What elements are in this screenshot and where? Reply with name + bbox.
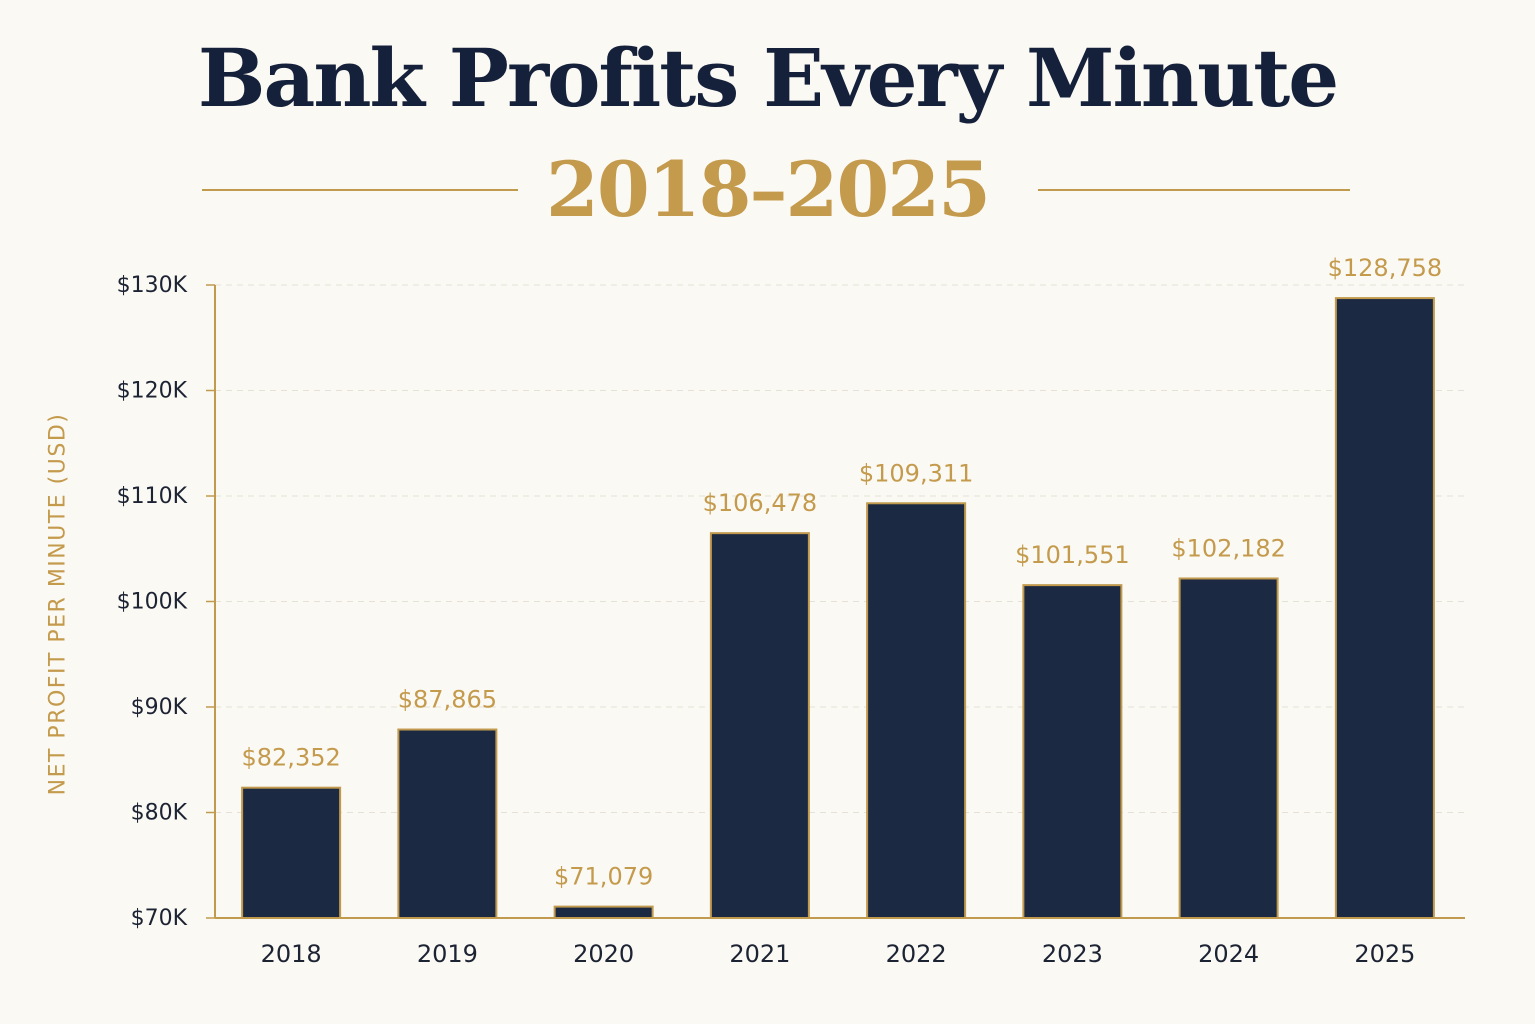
bar-2018 xyxy=(241,786,342,919)
bar-2024 xyxy=(1178,577,1279,920)
x-tick-label-2023: 2023 xyxy=(1042,940,1103,968)
y-tick-label: $130K xyxy=(117,273,188,298)
bars xyxy=(241,297,1435,920)
axes xyxy=(206,284,1465,919)
x-tick-label-2024: 2024 xyxy=(1198,940,1259,968)
data-label-2021: $106,478 xyxy=(703,489,818,517)
data-label-2023: $101,551 xyxy=(1015,541,1130,569)
bar-2020 xyxy=(553,905,654,920)
y-tick-label: $80K xyxy=(131,801,188,826)
data-label-2025: $128,758 xyxy=(1328,254,1443,282)
x-tick-label-2020: 2020 xyxy=(573,940,634,968)
chart-subtitle: 2018–2025 xyxy=(545,145,991,234)
x-tick-label-2021: 2021 xyxy=(729,940,790,968)
chart-title: Bank Profits Every Minute xyxy=(197,31,1339,125)
bar-2021 xyxy=(709,532,810,919)
y-tick-label: $100K xyxy=(117,590,188,615)
bar-2022 xyxy=(866,502,967,919)
x-tick-label-2018: 2018 xyxy=(261,940,322,968)
y-tick-label: $70K xyxy=(131,906,188,931)
y-tick-label: $90K xyxy=(131,695,188,720)
x-tick-label-2025: 2025 xyxy=(1354,940,1415,968)
data-label-2022: $109,311 xyxy=(859,459,974,487)
subtitle-row: 2018–2025 xyxy=(0,142,1535,242)
data-label-2024: $102,182 xyxy=(1171,534,1286,562)
subtitle-rule-left xyxy=(202,189,518,191)
x-tick-label-2022: 2022 xyxy=(886,940,947,968)
subtitle-rule-right xyxy=(1038,189,1350,191)
data-label-2018: $82,352 xyxy=(242,744,341,772)
labels: $70K $80K $90K $100K $110K $120K $130K $82,352 2… xyxy=(117,254,1443,968)
x-tick-label-2019: 2019 xyxy=(417,940,478,968)
y-tick-label: $110K xyxy=(117,484,188,509)
data-label-2019: $87,865 xyxy=(398,686,497,714)
data-label-2020: $71,079 xyxy=(554,863,653,891)
bar-2019 xyxy=(397,728,498,919)
y-tick-label: $120K xyxy=(117,379,188,404)
bar-2023 xyxy=(1022,584,1123,919)
bar-2025 xyxy=(1334,297,1435,919)
